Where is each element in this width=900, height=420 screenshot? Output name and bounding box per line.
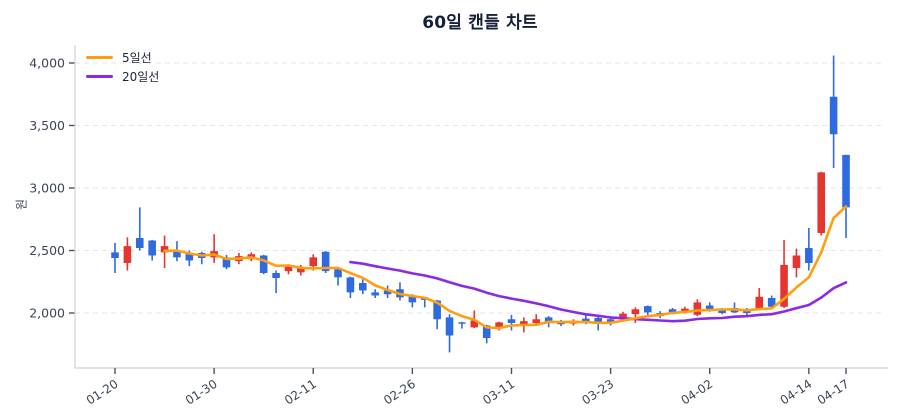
y-tick-label: 4,000 (29, 56, 65, 71)
y-tick-label: 3,000 (29, 181, 65, 196)
legend: 5일선 20일선 (86, 48, 159, 86)
candle (359, 279, 367, 295)
x-tick-label: 03-23 (579, 377, 616, 408)
candle (458, 321, 466, 329)
y-tick-label: 2,000 (29, 306, 65, 321)
candle (445, 314, 454, 353)
ma5-line (163, 205, 848, 330)
x-tick-label: 02-11 (282, 377, 319, 408)
candle (346, 276, 355, 298)
ma20-line (349, 260, 848, 323)
candle (767, 295, 776, 308)
x-tick-label: 04-17 (815, 377, 852, 408)
candle (135, 207, 144, 251)
candle (693, 299, 702, 317)
candle (371, 289, 379, 298)
chart-title: 60일 캔들 차트 (422, 13, 538, 33)
ma20-line-swatch (86, 75, 113, 78)
x-tick-label: 04-14 (778, 377, 815, 408)
x-tick-label: 03-11 (480, 377, 517, 408)
candle (643, 305, 652, 315)
candle (259, 254, 268, 275)
x-tick-label: 01-30 (183, 377, 220, 408)
y-tick-label: 3,500 (29, 118, 65, 133)
legend-label-ma5: 5일선 (122, 51, 152, 65)
y-axis-title: 원 (14, 198, 29, 211)
candle (829, 55, 838, 168)
candle (631, 307, 640, 323)
candle (123, 237, 132, 271)
legend-label-ma20: 20일선 (122, 70, 160, 84)
candle (334, 268, 342, 286)
candle (532, 314, 541, 325)
candle (730, 302, 739, 313)
ma5-line-swatch (86, 56, 113, 59)
x-tick-label: 02-26 (381, 377, 418, 408)
candle (396, 282, 404, 301)
candle (817, 171, 826, 236)
candle (197, 251, 206, 265)
legend-item-ma20: 20일선 (86, 67, 159, 86)
candle (842, 154, 850, 238)
candle (755, 288, 764, 311)
candle (148, 239, 156, 261)
candle (272, 270, 280, 293)
candle (210, 234, 218, 263)
candle (805, 228, 813, 271)
y-tick-label: 2,500 (29, 243, 65, 258)
legend-item-ma5: 5일선 (86, 48, 159, 67)
candle (792, 248, 801, 278)
candle (111, 243, 119, 273)
candle (507, 314, 516, 331)
candle (321, 251, 330, 273)
x-tick-label: 04-02 (678, 377, 715, 408)
x-tick-label: 01-20 (84, 377, 121, 408)
